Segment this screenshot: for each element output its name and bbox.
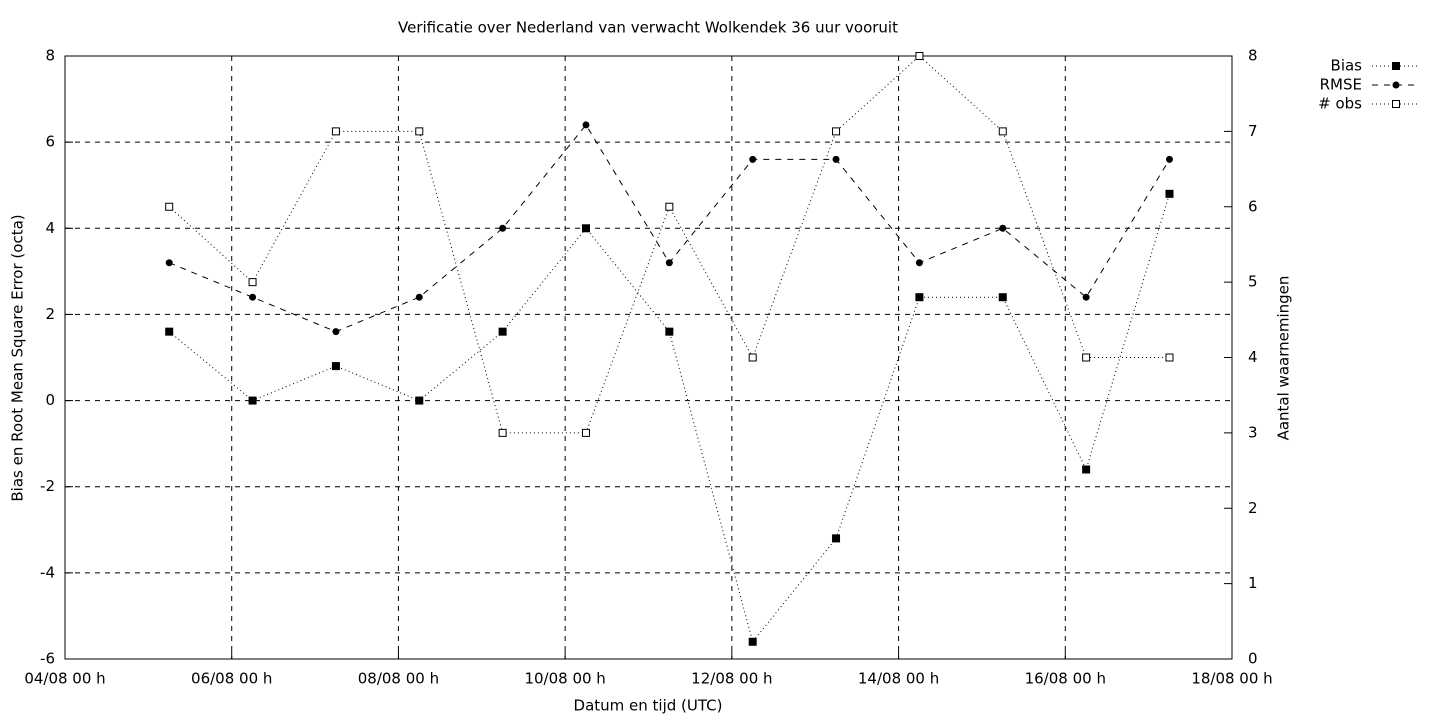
point [165,259,173,267]
point [1165,189,1174,198]
y2-tick-label: 5 [1248,273,1258,291]
y2-tick-label: 3 [1248,423,1258,441]
point [665,259,673,267]
point [415,127,424,136]
y-axis-label: Bias en Root Mean Square Error (octa) [9,214,27,501]
point [748,637,757,646]
point [832,127,841,136]
point [749,155,757,163]
point [248,396,257,405]
point [331,362,340,371]
y-tick-label: 8 [45,47,55,65]
point [1082,465,1091,474]
y2-tick-label: 4 [1248,348,1258,366]
legend-label: # obs [1318,95,1362,113]
y-tick-label: -6 [40,650,55,668]
point [748,353,757,362]
point [498,428,507,437]
point [165,327,174,336]
point [248,278,257,287]
x-tick-label: 12/08 00 h [691,670,772,688]
point [665,202,674,211]
x-tick-label: 08/08 00 h [358,670,439,688]
y-tick-label: 2 [45,305,55,323]
y2-axis-label: Aantal waarnemingen [1275,276,1293,441]
y2-tick-label: 8 [1248,47,1258,65]
point [498,327,507,336]
point [499,224,507,232]
legend-marker [1392,62,1400,70]
x-tick-label: 04/08 00 h [24,670,105,688]
point [582,121,590,129]
y2-tick-label: 2 [1248,499,1258,517]
x-tick-label: 10/08 00 h [524,670,605,688]
plot-frame [64,55,1233,660]
y-tick-label: 0 [45,391,55,409]
y-tick-label: -4 [40,563,55,581]
point [998,127,1007,136]
x-tick-label: 18/08 00 h [1191,670,1272,688]
point [249,293,257,301]
point [832,155,840,163]
x-axis-label: Datum en tijd (UTC) [574,697,723,715]
point [332,328,340,336]
point [1082,353,1091,362]
point [331,127,340,136]
point [832,534,841,543]
point [915,52,924,60]
legend-marker [1392,100,1400,108]
legend-label: Bias [1331,57,1363,75]
point [1082,293,1090,301]
x-tick-label: 16/08 00 h [1025,670,1106,688]
point [415,293,423,301]
point [915,259,923,267]
y-tick-label: 4 [45,219,55,237]
y2-tick-label: 1 [1248,574,1258,592]
x-tick-label: 06/08 00 h [191,670,272,688]
point [665,327,674,336]
point [581,224,590,233]
legend-marker [1392,81,1400,89]
point [915,293,924,302]
point [999,224,1007,232]
y2-tick-label: 0 [1248,650,1258,668]
y2-tick-label: 6 [1248,197,1258,215]
point [998,293,1007,302]
x-tick-label: 14/08 00 h [858,670,939,688]
legend-label: RMSE [1320,76,1362,94]
y-tick-label: 6 [45,133,55,151]
point [1165,155,1173,163]
point [581,428,590,437]
point [165,202,174,211]
point [415,396,424,405]
y2-tick-label: 7 [1248,122,1258,140]
y-tick-label: -2 [40,477,55,495]
chart-title: Verificatie over Nederland van verwacht … [398,19,898,37]
point [1165,353,1174,362]
